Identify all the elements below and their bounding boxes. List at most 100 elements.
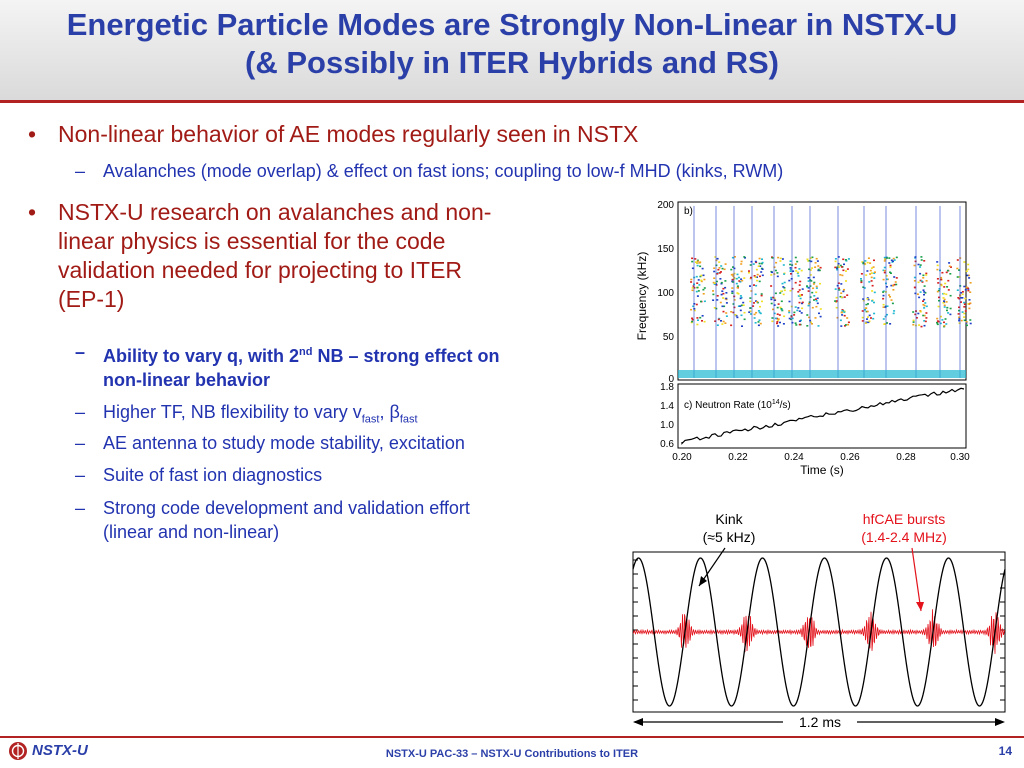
spectrogram-pixel xyxy=(691,287,694,289)
spectrogram-pixel xyxy=(963,312,966,315)
spectrogram-pixel xyxy=(923,324,926,327)
spectrogram-pixel xyxy=(956,289,959,291)
spectrogram-pixel xyxy=(845,280,847,282)
spectrogram-pixel xyxy=(696,295,699,297)
spectrogram-pixel xyxy=(775,261,778,264)
spectrogram-pixel xyxy=(736,273,739,276)
spectrogram-pixel xyxy=(837,262,840,265)
spectrogram-pixel xyxy=(938,299,940,302)
spectrogram-pixel xyxy=(912,321,915,323)
spectrogram-pixel xyxy=(811,256,814,259)
spectrogram-pixel xyxy=(841,309,844,312)
spectrogram-pixel xyxy=(807,304,810,307)
spectrogram-pixel xyxy=(690,308,693,311)
spectrogram-pixel xyxy=(810,260,813,263)
spectrogram-pixel xyxy=(923,298,926,301)
spectrogram-pixel xyxy=(865,307,868,309)
spectrogram-pixel xyxy=(725,315,728,317)
spectrogram-pixel xyxy=(893,276,896,278)
spectrogram-pixel xyxy=(789,267,792,269)
spectrogram-pixel xyxy=(963,306,966,308)
spectrogram-pixel xyxy=(760,271,763,273)
spectrogram-pixel xyxy=(724,322,727,324)
spectrogram-pixel xyxy=(713,267,716,269)
spectrogram-pixel xyxy=(789,260,792,262)
spectrogram-pixel xyxy=(843,288,845,291)
spectrogram-pixel xyxy=(718,261,721,263)
spectrogram-pixel xyxy=(794,266,797,269)
spectrogram-pixel xyxy=(701,267,704,270)
footer-center-text: NSTX-U PAC-33 – NSTX-U Contributions to … xyxy=(385,748,639,760)
spectrogram-pixel xyxy=(840,296,843,299)
spectrogram-pixel xyxy=(965,322,968,324)
spectrogram-pixel xyxy=(840,283,843,285)
spectrogram-pixel xyxy=(690,321,693,324)
spectrogram-pixel xyxy=(759,322,762,325)
spectrogram-pixel xyxy=(936,278,939,280)
spectrogram-pixel xyxy=(780,290,783,292)
spectrogram-pixel xyxy=(838,289,841,291)
title-bar xyxy=(0,0,1024,103)
spectrogram-pixel xyxy=(967,303,970,305)
spectrogram-pixel xyxy=(798,289,801,291)
spectrogram-pixel xyxy=(760,294,763,297)
spectrogram-pixel xyxy=(731,290,734,293)
spectrogram-pixel xyxy=(736,292,739,294)
spectrogram-pixel xyxy=(721,323,724,325)
spectrogram-pixel xyxy=(759,275,761,278)
spectrogram-pixel xyxy=(958,316,961,319)
spectrogram-pixel xyxy=(718,267,721,269)
spectrogram-pixel xyxy=(740,260,743,263)
spectrogram-pixel xyxy=(890,299,893,301)
spectrogram-pixel xyxy=(873,301,875,304)
spectrogram-pixel xyxy=(920,256,923,258)
spectrogram-pixel xyxy=(923,291,926,293)
spectrogram-pixel xyxy=(913,286,916,289)
spectrogram-pixel xyxy=(925,317,928,319)
spectrogram-pixel xyxy=(889,296,891,298)
dash: – xyxy=(75,402,86,422)
spectrogram-pixel xyxy=(866,318,868,320)
spectrogram-pixel xyxy=(963,316,966,318)
spectrogram-pixel xyxy=(719,301,722,304)
spectrogram-pixel xyxy=(963,303,966,306)
spectrogram-pixel xyxy=(754,276,757,278)
kink-trace xyxy=(632,557,1006,707)
timescale-arrow-right xyxy=(995,718,1005,726)
spectrogram-pixel xyxy=(923,320,926,322)
spectrogram-pixel xyxy=(760,293,763,295)
spectrogram-pixel xyxy=(835,300,838,302)
spectrogram-pixel xyxy=(943,292,946,295)
spectrogram-pixel xyxy=(799,280,802,283)
spectrogram-pixel xyxy=(840,325,843,327)
spectrogram-pixel xyxy=(946,309,948,312)
spectrogram-pixel xyxy=(793,311,796,314)
spectrogram-pixel xyxy=(940,284,943,287)
spectrogram-pixel xyxy=(735,314,738,317)
spectrogram-pixel xyxy=(731,273,734,276)
sub-2-2-text: Higher TF, NB flexibility to vary v xyxy=(103,402,362,422)
spectrogram-pixel xyxy=(957,313,960,315)
xtick-label: 0.28 xyxy=(896,452,916,463)
c-ytick-label: 1.0 xyxy=(660,420,674,431)
sub-bullet-2-4: – Suite of fast ion diagnostics xyxy=(75,463,322,487)
spectrogram-pixel xyxy=(716,299,719,301)
spectrogram-pixel xyxy=(776,322,778,325)
bullet-2-line-1: NSTX-U research on avalanches and non- xyxy=(58,199,492,225)
spectrogram-pixel xyxy=(942,297,945,299)
spectrogram-pixel xyxy=(731,287,734,289)
spectrogram-pixel xyxy=(776,317,778,320)
spectrogram-pixel xyxy=(757,321,760,323)
spectrogram-pixel xyxy=(776,313,779,315)
kink-arrowhead xyxy=(699,576,707,586)
spectrogram-pixel xyxy=(968,299,971,301)
spectrogram-pixel xyxy=(800,319,802,322)
spectrogram-pixel xyxy=(891,284,894,287)
ytick-label: 50 xyxy=(663,332,675,343)
bullet-1-text: Non-linear behavior of AE modes regularl… xyxy=(58,121,639,147)
spectrogram-pixel xyxy=(752,305,755,307)
spectrogram-pixel xyxy=(748,271,750,274)
spectrogram-pixel xyxy=(703,287,706,289)
spectrogram-pixel xyxy=(732,275,735,277)
spectrogram-pixel xyxy=(801,301,804,304)
